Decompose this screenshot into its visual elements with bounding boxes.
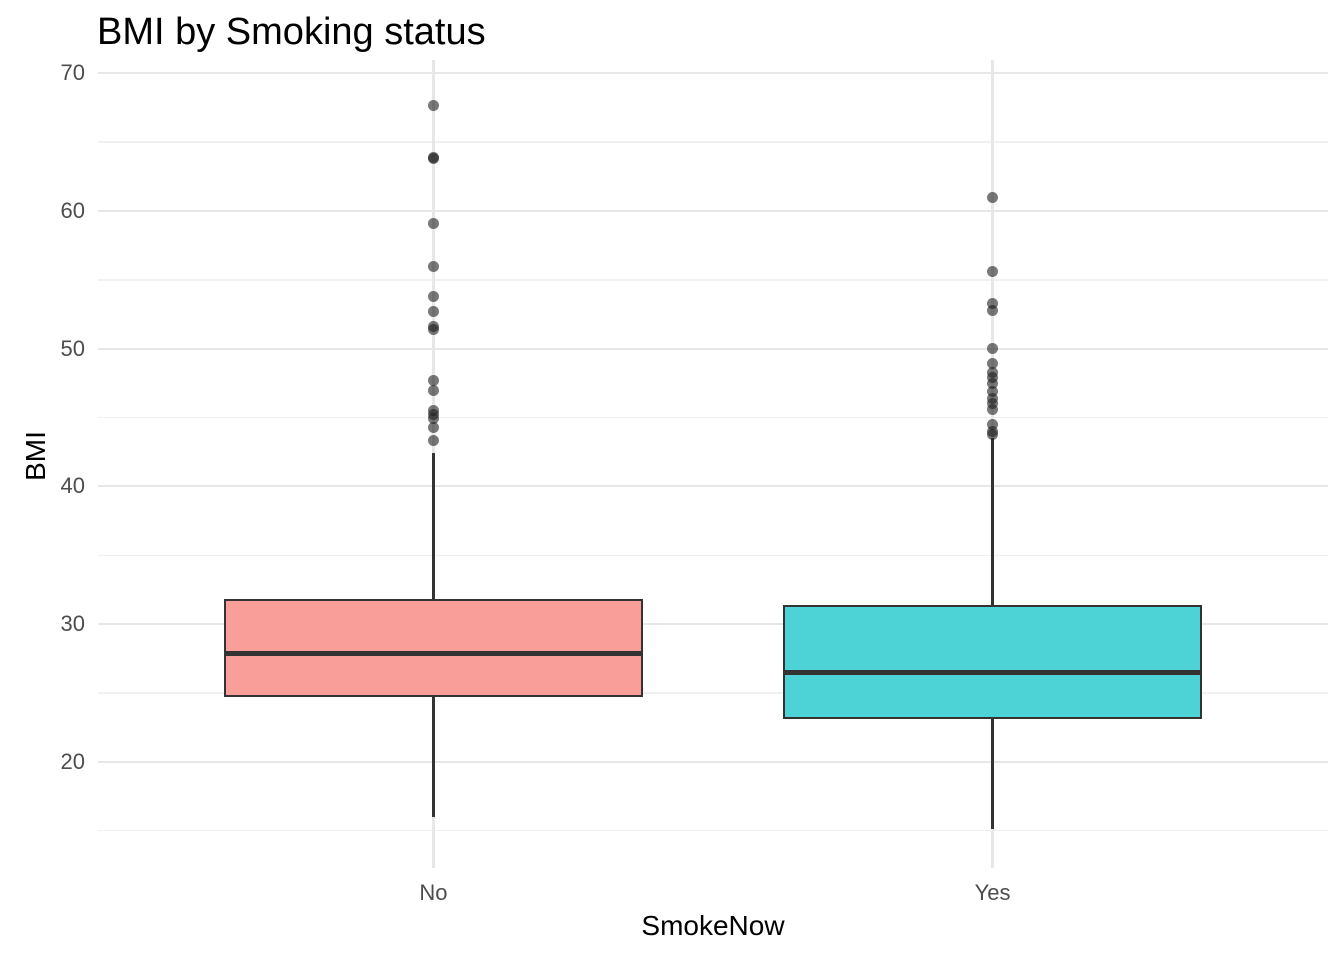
- outlier-point-yes: [987, 304, 999, 316]
- outlier-point-no: [427, 99, 439, 111]
- outlier-point-no: [427, 421, 439, 433]
- outlier-point-yes: [987, 343, 999, 355]
- outlier-point-no: [427, 260, 439, 272]
- outlier-point-yes: [987, 418, 999, 430]
- median-line-yes: [783, 669, 1203, 675]
- outlier-point-no: [427, 290, 439, 302]
- x-axis-tick-no: [432, 852, 435, 868]
- gridline-major-30: [98, 623, 1328, 626]
- outlier-point-yes: [987, 191, 999, 203]
- outlier-point-no: [427, 217, 439, 229]
- y-tick-label-40: 40: [60, 473, 85, 499]
- outlier-point-yes: [987, 398, 999, 410]
- outlier-point-no: [427, 306, 439, 318]
- outlier-point-no: [427, 374, 439, 386]
- outlier-point-yes: [987, 366, 999, 378]
- outlier-point-yes: [987, 372, 999, 384]
- outlier-point-no: [427, 384, 439, 396]
- x-tick-label-yes: Yes: [974, 880, 1011, 905]
- gridline-minor-35: [98, 554, 1328, 557]
- y-tick-label-70: 70: [60, 60, 85, 86]
- outlier-point-yes: [987, 392, 999, 404]
- outlier-point-yes: [987, 297, 999, 309]
- outlier-point-no: [427, 405, 439, 417]
- y-tick-label-50: 50: [60, 335, 85, 361]
- gridline-major-70: [98, 72, 1328, 75]
- plot-panel: [98, 60, 1328, 852]
- x-tick-label-no: No: [419, 880, 448, 905]
- outlier-point-yes: [987, 425, 999, 437]
- median-line-no: [223, 650, 643, 656]
- gridline-major-20: [98, 760, 1328, 763]
- gridline-minor-15: [98, 829, 1328, 832]
- gridline-minor-65: [98, 141, 1328, 143]
- gridline-major-50: [98, 347, 1328, 350]
- gridline-major-40: [98, 485, 1328, 488]
- chart-title: BMI by Smoking status: [97, 11, 486, 53]
- gridline-major-60: [98, 210, 1328, 213]
- outlier-point-no: [427, 151, 439, 163]
- outlier-point-yes: [987, 377, 999, 389]
- outlier-point-no: [427, 435, 439, 447]
- gridline-minor-55: [98, 279, 1328, 281]
- gridline-minor-45: [98, 416, 1328, 419]
- outlier-point-yes: [987, 403, 999, 415]
- gridline-minor-25: [98, 692, 1328, 694]
- x-axis-title: SmokeNow: [641, 910, 785, 941]
- box-yes: [783, 604, 1203, 720]
- y-tick-label-30: 30: [60, 611, 85, 637]
- y-tick-label-60: 60: [60, 198, 85, 224]
- outlier-point-no: [427, 321, 439, 333]
- outlier-point-yes: [987, 358, 999, 370]
- outlier-point-yes: [987, 385, 999, 397]
- x-axis-tick-yes: [991, 852, 994, 868]
- outlier-point-yes: [987, 266, 999, 278]
- y-tick-label-20: 20: [60, 748, 85, 774]
- box-no: [223, 599, 643, 698]
